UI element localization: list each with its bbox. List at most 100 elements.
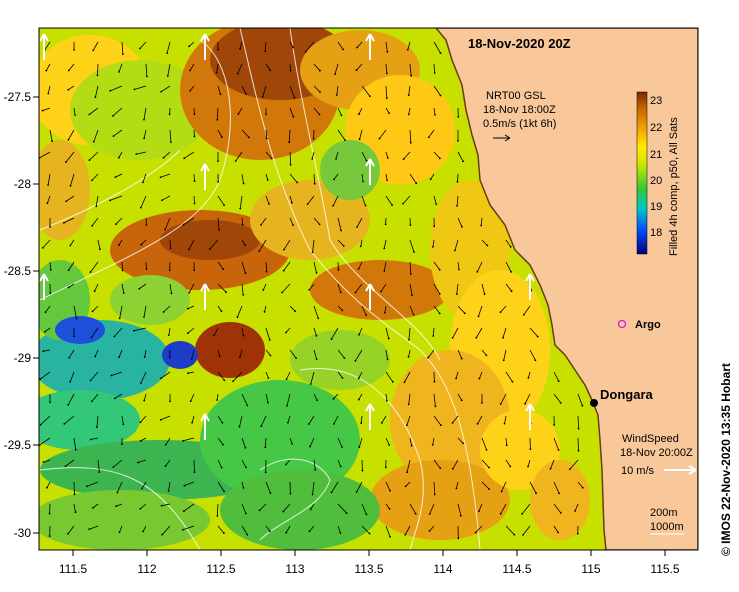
current-arrow: [529, 481, 537, 494]
current-arrow: [265, 173, 269, 181]
current-arrow-head: [455, 377, 457, 380]
current-arrow: [232, 371, 243, 382]
current-arrow: [161, 195, 171, 201]
current-arrow: [65, 459, 75, 467]
current-arrow: [529, 349, 536, 361]
current-arrow-head: [391, 204, 393, 207]
argo-label: Argo: [635, 319, 661, 331]
current-arrow: [433, 195, 437, 205]
current-arrow: [115, 173, 123, 178]
current-arrow: [188, 239, 195, 250]
current-arrow: [383, 261, 387, 271]
current-arrow-head: [486, 244, 489, 247]
current-arrow-head: [216, 118, 219, 121]
current-arrow: [237, 107, 243, 115]
current-arrow: [313, 305, 319, 319]
current-arrow: [289, 63, 291, 71]
current-arrow: [333, 393, 339, 400]
current-arrow-head: [296, 181, 299, 184]
current-arrow: [160, 173, 171, 178]
current-arrow: [361, 503, 367, 515]
current-arrow: [282, 503, 291, 512]
current-arrow-head: [558, 492, 560, 495]
current-arrow-head: [193, 471, 196, 473]
current-arrow: [358, 261, 363, 270]
x-tick-label: 115.5: [650, 562, 679, 576]
current-arrow-head: [292, 224, 294, 227]
current-arrow-head: [223, 532, 225, 534]
current-legend-scale: 0.5m/s (1kt 6h): [483, 118, 556, 130]
current-arrow-head: [145, 268, 148, 270]
current-arrow: [379, 129, 387, 139]
current-arrow: [189, 85, 195, 92]
current-arrow: [475, 525, 483, 533]
current-arrow: [68, 349, 75, 358]
current-arrow-head: [406, 424, 408, 427]
current-arrow-head: [95, 205, 98, 208]
current-arrow: [115, 503, 123, 507]
colorbar-tick-19: 19: [650, 201, 662, 213]
current-arrow: [500, 503, 507, 514]
current-arrow-head: [283, 248, 285, 251]
current-arrow: [160, 85, 171, 93]
current-arrow-head: [439, 94, 442, 97]
current-arrow: [49, 129, 53, 142]
current-arrow-head: [188, 248, 190, 251]
current-arrow-head: [88, 113, 91, 116]
current-arrow-head: [222, 268, 225, 270]
current-arrow: [313, 63, 321, 71]
current-arrow-head: [68, 356, 71, 359]
current-arrow: [287, 415, 291, 423]
current-arrow-head: [94, 355, 97, 358]
current-arrow-head: [74, 511, 77, 514]
current-arrow: [331, 327, 339, 340]
wind-arrow-head: [365, 158, 375, 167]
current-arrow: [119, 305, 123, 319]
current-arrow-head: [577, 449, 580, 452]
current-arrow: [39, 437, 51, 446]
current-arrow: [67, 393, 75, 406]
current-arrow: [313, 85, 321, 93]
current-arrow-head: [94, 96, 97, 98]
current-arrow-head: [407, 94, 410, 97]
current-arrow: [95, 195, 99, 207]
current-arrow-head: [409, 224, 412, 227]
current-arrow: [183, 217, 195, 226]
current-arrow: [528, 371, 531, 378]
current-arrow: [289, 85, 295, 98]
current-arrow-head: [365, 513, 368, 516]
current-arrow: [90, 371, 99, 381]
current-arrow: [91, 327, 99, 338]
current-arrow-head: [356, 46, 358, 49]
current-arrow: [456, 195, 459, 206]
current-arrow: [478, 503, 483, 512]
current-arrow-head: [358, 113, 360, 116]
current-arrow: [433, 459, 441, 469]
current-arrow: [239, 415, 243, 427]
current-arrow: [408, 85, 411, 96]
current-arrow-head: [481, 402, 483, 404]
current-arrow-head: [242, 293, 245, 296]
current-arrow: [457, 217, 463, 227]
current-arrow-head: [69, 184, 72, 187]
current-arrow: [241, 393, 248, 406]
current-arrow-head: [112, 135, 115, 138]
current-arrow-head: [166, 75, 169, 77]
current-arrow: [313, 393, 318, 401]
current-arrow-head: [311, 158, 314, 160]
current-arrow: [406, 459, 411, 473]
current-arrow-head: [500, 490, 503, 493]
current-arrow: [140, 195, 147, 208]
current-arrow-head: [146, 75, 148, 78]
current-arrow: [409, 129, 412, 143]
current-arrow: [433, 481, 436, 495]
current-arrow-head: [49, 268, 52, 271]
current-arrow: [500, 393, 507, 405]
current-arrow: [428, 129, 435, 138]
current-arrow-head: [143, 137, 146, 140]
current-arrow: [332, 195, 339, 206]
y-tick-label: -29: [14, 351, 32, 365]
current-arrow-head: [581, 404, 584, 407]
current-arrow: [337, 129, 346, 141]
current-arrow-head: [340, 114, 343, 117]
